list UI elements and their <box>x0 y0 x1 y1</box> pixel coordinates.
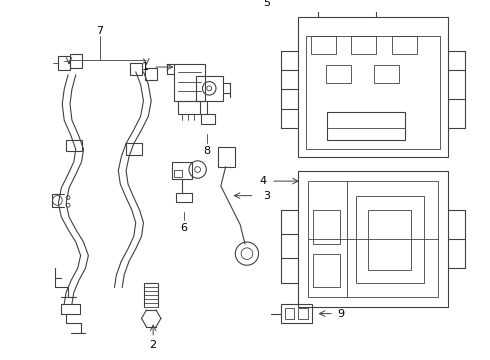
Bar <box>178 101 199 114</box>
Bar <box>70 54 82 68</box>
Bar <box>285 308 294 319</box>
Bar <box>356 195 424 283</box>
Bar <box>327 112 405 140</box>
Text: 6: 6 <box>181 222 188 233</box>
Text: 2: 2 <box>149 341 157 351</box>
Bar <box>146 68 157 80</box>
Text: 3: 3 <box>263 191 270 201</box>
Bar <box>313 210 340 244</box>
Bar <box>306 36 441 149</box>
Bar <box>308 181 439 297</box>
Bar <box>201 114 215 124</box>
Bar <box>172 162 192 179</box>
Bar <box>313 254 340 288</box>
Bar <box>58 57 70 70</box>
Bar <box>176 193 192 202</box>
Bar <box>351 36 376 54</box>
Bar <box>281 304 312 323</box>
Bar <box>130 63 142 75</box>
Bar <box>326 65 351 82</box>
Bar <box>368 210 411 270</box>
Bar <box>174 170 182 177</box>
Bar <box>66 140 82 151</box>
Text: 1: 1 <box>142 62 149 72</box>
Bar <box>196 76 223 101</box>
Bar <box>298 308 308 319</box>
Bar <box>298 171 448 307</box>
Bar <box>126 143 142 155</box>
Text: 9: 9 <box>337 309 344 319</box>
Text: 4: 4 <box>260 176 267 186</box>
Text: 5: 5 <box>263 0 270 8</box>
Bar <box>218 147 235 167</box>
Text: 7: 7 <box>97 26 103 36</box>
Bar <box>298 17 448 157</box>
Bar <box>311 36 336 54</box>
Bar <box>174 64 205 101</box>
Bar <box>392 36 416 54</box>
Text: 8: 8 <box>204 146 211 156</box>
Bar <box>373 65 399 82</box>
